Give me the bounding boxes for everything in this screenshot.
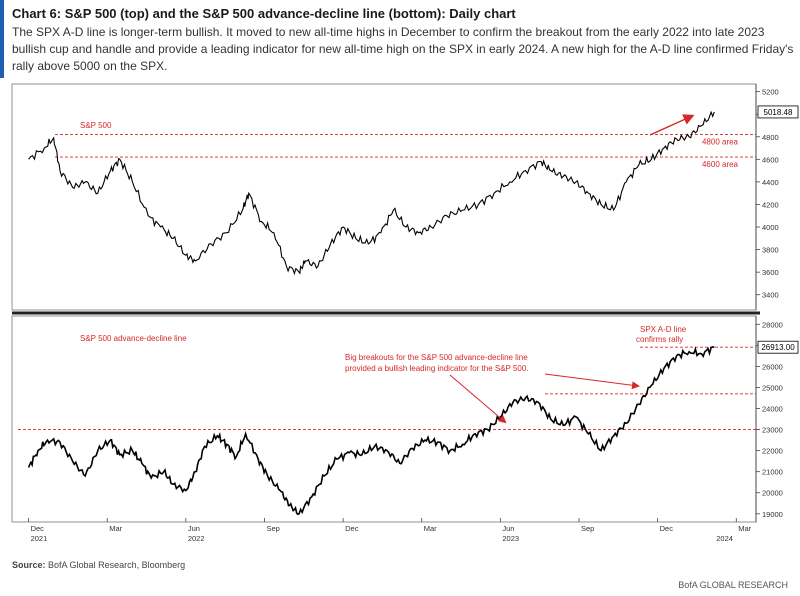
top-rally-arrow bbox=[649, 114, 695, 136]
y-tick-label: 22000 bbox=[762, 447, 783, 456]
x-year-label: 2021 bbox=[31, 534, 48, 543]
x-year-label: 2024 bbox=[716, 534, 733, 543]
y-tick-label: 20000 bbox=[762, 489, 783, 498]
breakout-annotation-line-1: Big breakouts for the S&P 500 advance-de… bbox=[345, 353, 528, 362]
level-label-4800: 4800 area bbox=[702, 138, 739, 147]
x-tick-label: Mar bbox=[109, 524, 122, 533]
y-tick-label: 3800 bbox=[762, 246, 779, 255]
x-tick-label: Sep bbox=[581, 524, 594, 533]
y-tick-label: 25000 bbox=[762, 383, 783, 392]
y-tick-label: 4400 bbox=[762, 178, 779, 187]
breakout-annotation-line-2: provided a bullish leading indicator for… bbox=[345, 364, 529, 373]
y-tick-label: 4800 bbox=[762, 133, 779, 142]
y-tick-label: 28000 bbox=[762, 320, 783, 329]
y-tick-label: 21000 bbox=[762, 468, 783, 477]
x-tick-label: Jun bbox=[188, 524, 200, 533]
x-tick-label: Mar bbox=[738, 524, 751, 533]
bottom-last-value: 26913.00 bbox=[761, 343, 795, 352]
source-label: Source: bbox=[12, 560, 46, 570]
source-text: BofA Global Research, Bloomberg bbox=[48, 560, 186, 570]
breakout-arrow bbox=[449, 374, 507, 424]
y-tick-label: 4200 bbox=[762, 200, 779, 209]
y-tick-label: 19000 bbox=[762, 510, 783, 519]
y-tick-label: 4600 bbox=[762, 155, 779, 164]
top-panel-label: S&P 500 bbox=[80, 121, 112, 130]
y-tick-label: 3400 bbox=[762, 291, 779, 300]
y-tick-label: 24000 bbox=[762, 405, 783, 414]
x-tick-label: Mar bbox=[424, 524, 437, 533]
ad-line-series-line bbox=[27, 346, 715, 516]
confirm-annotation-line-2: confirms rally bbox=[636, 335, 683, 344]
y-tick-label: 3600 bbox=[762, 268, 779, 277]
x-tick-label: Dec bbox=[345, 524, 359, 533]
x-tick-label: Dec bbox=[660, 524, 674, 533]
confirm-annotation-line-1: SPX A-D line bbox=[640, 325, 687, 334]
source-note: Source: BofA Global Research, Bloomberg bbox=[12, 560, 185, 570]
chart-subtitle: The SPX A-D line is longer-term bullish.… bbox=[12, 25, 794, 73]
x-tick-label: Sep bbox=[266, 524, 279, 533]
level-label-4600: 4600 area bbox=[702, 160, 739, 169]
top-last-value-box bbox=[757, 105, 799, 119]
sp500-series-line bbox=[28, 110, 715, 276]
chart-svg: 3400360038004000420044004600480050005200… bbox=[11, 83, 799, 543]
brand-footer: BofA GLOBAL RESEARCH bbox=[678, 580, 788, 590]
x-tick-label: Dec bbox=[31, 524, 45, 533]
bottom-panel-label: S&P 500 advance-decline line bbox=[80, 334, 187, 343]
x-tick-label: Jun bbox=[502, 524, 514, 533]
y-tick-label: 4000 bbox=[762, 223, 779, 232]
y-tick-label: 5200 bbox=[762, 88, 779, 97]
chart-title: Chart 6: S&P 500 (top) and the S&P 500 a… bbox=[12, 6, 516, 21]
bottom-panel-frame bbox=[11, 315, 757, 523]
x-year-label: 2022 bbox=[188, 534, 205, 543]
x-year-label: 2023 bbox=[502, 534, 519, 543]
breakout-arrow-2 bbox=[544, 373, 640, 390]
y-tick-label: 23000 bbox=[762, 426, 783, 435]
y-tick-label: 26000 bbox=[762, 362, 783, 371]
top-panel-frame bbox=[11, 83, 757, 311]
bottom-last-value-box bbox=[757, 340, 799, 354]
top-last-value: 5018.48 bbox=[764, 108, 793, 117]
accent-bar bbox=[0, 0, 4, 78]
